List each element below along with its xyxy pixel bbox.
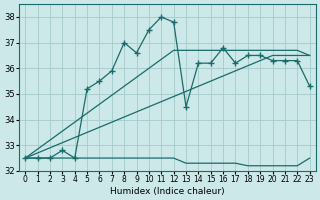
X-axis label: Humidex (Indice chaleur): Humidex (Indice chaleur) [110,187,225,196]
